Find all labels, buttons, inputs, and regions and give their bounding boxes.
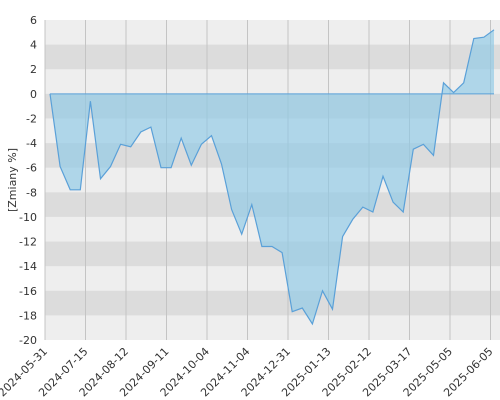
y-tick-label: 6 [30, 14, 37, 27]
y-tick-label: 0 [30, 88, 37, 101]
y-tick-label: -6 [26, 162, 37, 175]
y-tick-label: -8 [26, 186, 37, 199]
y-axis-ticks: 6 4 2 0 -2 -4 -6 -8 -10 -12 -14 -16 -18 -20 [19, 14, 37, 347]
y-tick-label: -20 [19, 334, 37, 347]
grid-band [45, 290, 500, 316]
y-tick-label: -16 [19, 285, 37, 298]
grid-band [45, 44, 500, 70]
plot-area [49, 29, 495, 326]
x-axis-ticks: 2024-05-312024-07-152024-08-122024-09-11… [0, 345, 496, 399]
y-tick-label: -2 [26, 112, 37, 125]
y-tick-label: 4 [30, 39, 37, 52]
y-tick-label: -10 [19, 211, 37, 224]
y-tick-label: -18 [19, 309, 37, 322]
y-axis-label: [Zmiany %] [6, 148, 19, 212]
area-fill [50, 29, 494, 325]
y-tick-label: 2 [30, 63, 37, 76]
series-line [49, 29, 495, 326]
y-tick-label: -14 [19, 260, 37, 273]
y-tick-label: -12 [19, 236, 37, 249]
y-tick-label: -4 [26, 137, 37, 150]
